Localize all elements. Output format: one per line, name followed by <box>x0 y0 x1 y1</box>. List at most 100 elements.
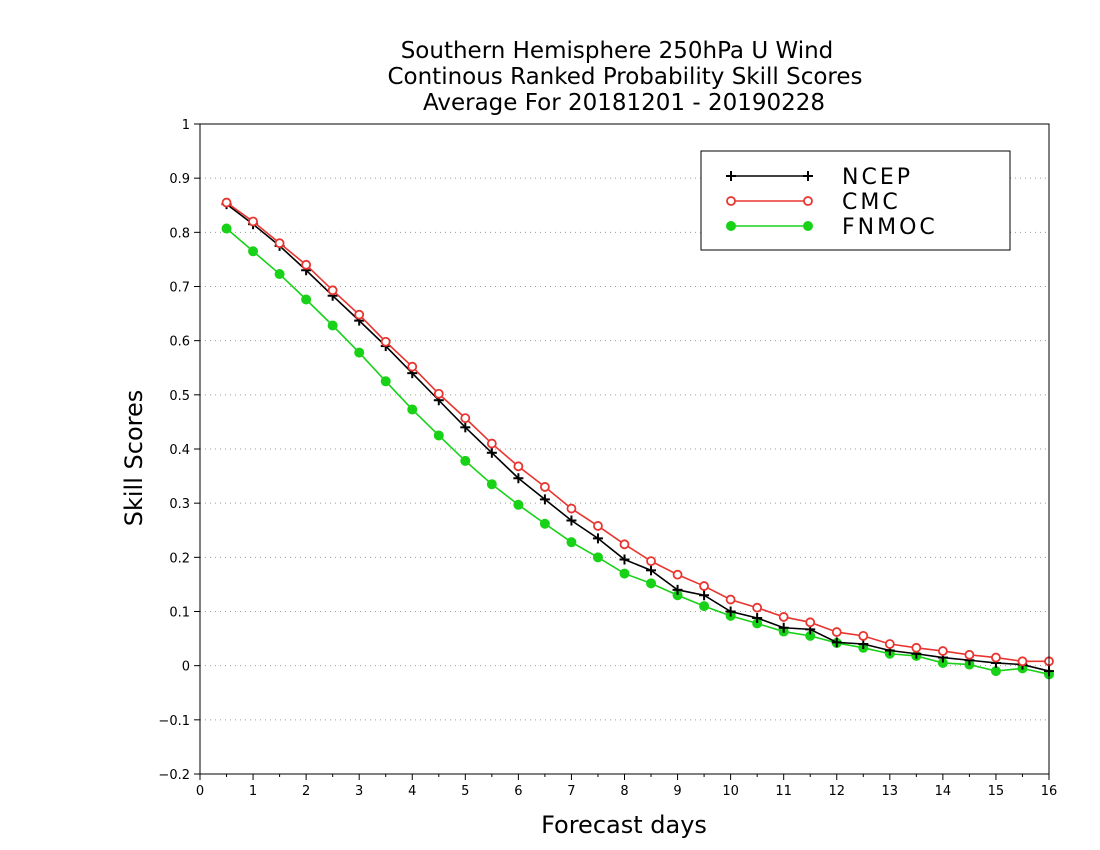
data-point-cmc <box>937 646 948 656</box>
data-point-cmc <box>699 581 709 591</box>
x-tick-label: 4 <box>408 784 416 799</box>
data-point-cmc <box>991 652 1001 663</box>
data-point-cmc <box>380 336 391 347</box>
data-point-cmc <box>221 197 232 208</box>
data-point-ncep <box>672 584 683 595</box>
data-point-cmc <box>619 539 630 550</box>
x-tick-label: 10 <box>722 784 739 799</box>
data-point-fnmoc <box>274 269 285 280</box>
x-tick-label: 12 <box>828 784 845 799</box>
data-point-cmc <box>274 238 285 249</box>
data-point-cmc <box>248 216 258 227</box>
legend-item-fnmoc: FNMOC <box>726 215 938 240</box>
data-point-cmc <box>858 630 869 641</box>
x-tick-label: 14 <box>935 784 952 799</box>
y-axis-label: Skill Scores <box>120 390 148 527</box>
data-point-cmc <box>1017 656 1028 667</box>
data-point-cmc <box>964 649 975 660</box>
data-point-cmc <box>778 612 789 622</box>
data-point-ncep <box>752 613 763 623</box>
y-tick-label: 0.6 <box>169 335 190 350</box>
data-point-ncep <box>566 515 577 526</box>
y-tick-label: 0.4 <box>169 443 190 458</box>
y-tick-label: 0.8 <box>169 226 190 241</box>
x-axis-label: Forecast days <box>541 811 707 839</box>
legend-item-cmc: CMC <box>726 190 901 215</box>
gridlines <box>200 177 1049 721</box>
x-tick-label: 3 <box>355 784 363 799</box>
data-point-cmc <box>433 388 444 399</box>
series-fnmoc <box>221 223 1054 680</box>
data-point-cmc <box>831 627 842 637</box>
x-tick-label: 11 <box>775 784 792 799</box>
x-tick-label: 8 <box>620 784 628 799</box>
data-point-cmc <box>752 602 763 613</box>
series-line-fnmoc <box>226 227 1050 676</box>
y-tick-label: −0.2 <box>158 768 190 783</box>
title-line-3: Average For 20181201 - 20190228 <box>423 90 825 116</box>
data-point-ncep <box>486 447 497 458</box>
x-tick-label: 1 <box>249 784 257 799</box>
data-point-ncep <box>619 554 630 565</box>
legend-marker-start <box>726 196 736 206</box>
legend-label-cmc: CMC <box>842 190 901 215</box>
series-cmc <box>221 197 1054 667</box>
data-point-ncep <box>646 565 657 576</box>
legend-marker-start <box>726 221 736 231</box>
data-point-ncep <box>513 473 524 484</box>
data-point-cmc <box>805 617 816 628</box>
legend-marker-start <box>726 171 736 181</box>
data-point-fnmoc <box>486 479 497 490</box>
y-tick-label: 0.9 <box>169 172 190 187</box>
x-tick-label: 16 <box>1041 784 1058 799</box>
data-point-cmc <box>566 503 577 514</box>
data-point-fnmoc <box>407 404 418 415</box>
legend-marker-end <box>803 196 813 206</box>
data-point-cmc <box>646 556 656 567</box>
data-point-fnmoc <box>592 552 603 563</box>
data-point-fnmoc <box>566 537 577 548</box>
data-point-fnmoc <box>301 294 312 305</box>
data-point-cmc <box>354 309 365 320</box>
data-point-cmc <box>460 413 471 424</box>
legend-item-ncep: NCEP <box>726 165 910 190</box>
x-tick-label: 13 <box>882 784 899 799</box>
x-tick-label: 2 <box>302 784 310 799</box>
legend-marker-end <box>803 171 813 181</box>
x-tick-label: 6 <box>514 784 522 799</box>
data-point-ncep <box>699 590 710 601</box>
data-point-ncep <box>778 622 789 633</box>
data-point-cmc <box>301 259 312 270</box>
data-point-ncep <box>725 606 736 617</box>
x-tick-label: 0 <box>196 784 204 799</box>
series-lines <box>221 197 1054 680</box>
y-tick-label: −0.1 <box>158 714 190 729</box>
y-tick-label: 0.1 <box>169 606 190 621</box>
series-ncep <box>221 199 1054 677</box>
data-point-ncep <box>831 637 842 648</box>
y-tick-label: 0.7 <box>169 281 190 296</box>
title-line-1: Southern Hemisphere 250hPa U Wind <box>401 38 834 64</box>
axis-tick-labels: −0.2−0.100.10.20.30.40.50.60.70.80.910 1 2… <box>158 118 1057 799</box>
data-point-cmc <box>593 521 603 531</box>
x-tick-label: 9 <box>673 784 681 799</box>
data-point-ncep <box>460 422 471 433</box>
y-tick-label: 0 <box>182 660 190 675</box>
chart-title: Southern Hemisphere 250hPa U Wind Contin… <box>387 38 862 116</box>
data-point-fnmoc <box>433 430 444 441</box>
data-point-ncep <box>539 494 550 505</box>
data-point-cmc <box>407 361 418 372</box>
data-point-ncep <box>592 533 603 544</box>
data-point-fnmoc <box>354 347 365 358</box>
y-tick-label: 0.2 <box>169 551 190 566</box>
y-tick-label: 0.3 <box>169 497 190 512</box>
title-line-2: Continous Ranked Probability Skill Score… <box>387 64 862 90</box>
x-tick-label: 5 <box>461 784 469 799</box>
data-point-fnmoc <box>646 578 657 589</box>
legend-label-fnmoc: FNMOC <box>842 215 938 240</box>
series-line-cmc <box>226 201 1049 663</box>
y-tick-label: 0.5 <box>169 389 190 404</box>
data-point-fnmoc <box>619 568 630 579</box>
data-point-cmc <box>672 569 683 580</box>
